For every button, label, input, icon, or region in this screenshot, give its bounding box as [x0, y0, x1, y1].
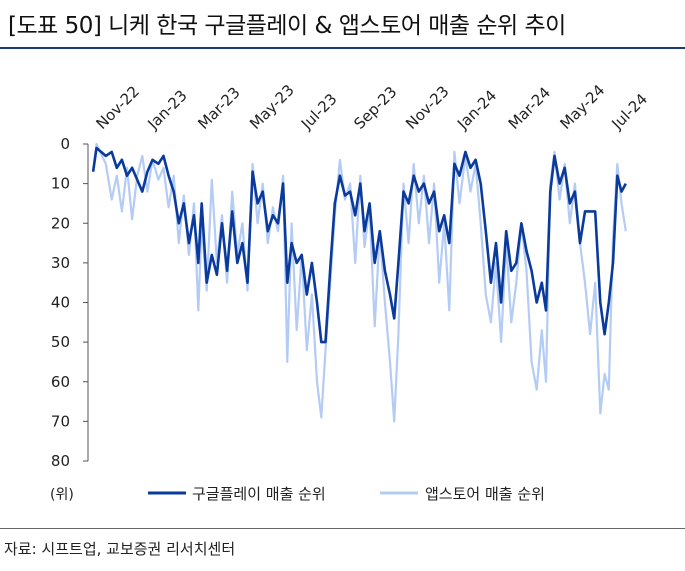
x-tick-label: Mar-23	[194, 83, 243, 132]
x-tick-label: Nov-22	[93, 82, 143, 132]
y-tick-label: 40	[51, 294, 70, 312]
legend-label-google: 구글플레이 매출 순위	[192, 485, 326, 503]
chart-title: [도표 50] 니케 한국 구글플레이 & 앱스토어 매출 순위 추이	[8, 13, 566, 39]
y-tick-label: 50	[51, 333, 70, 351]
source-note: 자료: 시프트업, 교보증권 리서치센터	[4, 540, 236, 558]
title-rule	[0, 47, 685, 49]
x-tick-label: Sep-23	[350, 83, 400, 133]
y-unit-label: (위)	[50, 487, 74, 503]
source-rule	[0, 528, 685, 529]
x-tick-label: May-24	[556, 81, 608, 133]
series-lines	[91, 142, 627, 423]
y-axis: 0 10 20 30 40 50 60 70 80 (위)	[50, 135, 89, 503]
y-tick-label: 30	[51, 254, 70, 272]
x-tick-label: Jul-24	[608, 90, 652, 134]
y-tick-label: 20	[51, 214, 70, 232]
y-tick-label: 70	[51, 412, 70, 430]
y-tick-label: 0	[60, 135, 70, 153]
x-tick-label: Mar-24	[505, 83, 554, 132]
x-tick-label: Nov-23	[402, 82, 452, 132]
y-tick-label: 10	[51, 175, 70, 193]
y-tick-label: 60	[51, 373, 70, 391]
series-line-google	[91, 146, 627, 344]
y-tick-label: 80	[51, 452, 70, 470]
x-tick-label: May-23	[246, 81, 298, 133]
x-tick-label: Jan-24	[453, 86, 500, 133]
legend: 구글플레이 매출 순위 앱스토어 매출 순위	[148, 485, 545, 503]
x-tick-label: Jul-23	[297, 90, 341, 134]
legend-label-apple: 앱스토어 매출 순위	[425, 485, 545, 503]
x-tick-label: Jan-23	[144, 86, 191, 133]
x-axis: Nov-22 Jan-23 Mar-23 May-23 Jul-23 Sep-23 Nov-…	[93, 81, 652, 134]
